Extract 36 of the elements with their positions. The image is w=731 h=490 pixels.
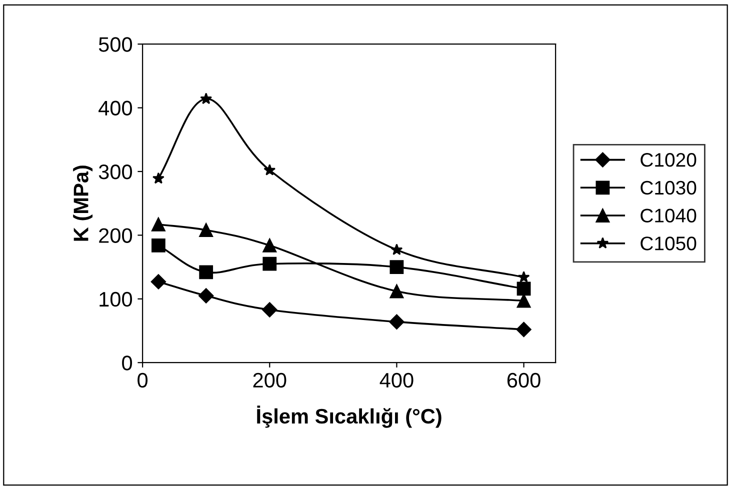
y-tick-label: 200 [99,228,132,243]
point [390,260,404,274]
x-tick-label: 600 [507,372,540,388]
legend-label: C1030 [640,180,696,195]
point [199,223,214,238]
point [151,238,166,252]
legend-label: C1040 [640,208,696,222]
point [264,164,276,176]
point [390,244,403,256]
x-tick-label: 200 [253,372,286,388]
point [198,288,214,304]
point [262,302,278,318]
point [516,294,531,308]
point [152,172,164,184]
point [390,284,404,298]
y-tick-label: 0 [122,356,132,370]
point [151,217,166,232]
legend-label: C1050 [640,236,696,250]
point [262,256,277,271]
x-tick-label: 400 [380,372,414,388]
point [150,274,166,290]
y-tick-label: 500 [98,37,132,52]
y-tick-label: 300 [98,164,132,180]
y-tick-label: 100 [100,292,132,307]
y-axis-title: K (MPa) [73,166,93,241]
point [199,265,214,280]
x-axis-title: İşlem Sıcaklığı (°C) [257,406,442,428]
point [262,238,277,252]
point [516,322,532,338]
point [389,314,404,330]
x-tick-label: 0 [138,372,148,388]
y-tick-label: 400 [98,100,132,116]
point [518,270,530,282]
legend-label: C1020 [640,153,696,167]
point [200,92,212,104]
point [516,282,531,296]
